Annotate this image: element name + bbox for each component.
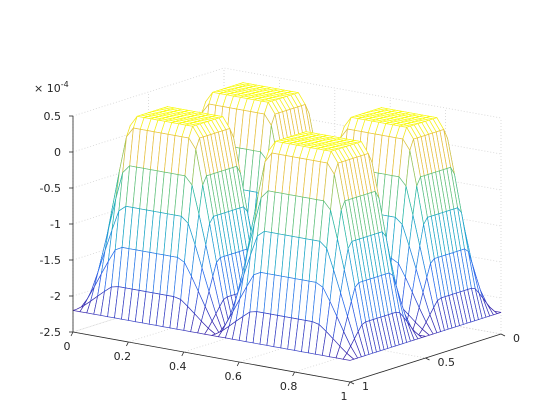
z-tick-label: -2.5 — [40, 326, 61, 339]
z-tick-label: -0.5 — [40, 182, 61, 195]
x-tick-label: 1 — [341, 390, 348, 403]
y-tick-label: 1 — [362, 380, 369, 393]
x-tick-label: 0.4 — [169, 360, 187, 373]
x-axis-line — [72, 331, 351, 383]
x-tick-mark — [292, 371, 295, 377]
floor-gridline-x — [183, 303, 335, 353]
x-tick-mark — [347, 381, 351, 387]
floor-gridline-x — [239, 313, 391, 363]
z-exponent-power: -4 — [61, 80, 69, 89]
x-tick-label: 0.2 — [114, 350, 132, 363]
surface-mesh — [72, 81, 502, 361]
z-exponent-base: × 10 — [34, 82, 61, 95]
z-tick-label: 0.5 — [44, 110, 62, 123]
tick-labels: 0 0.2 0.4 0.6 0.8 1 0 0.5 1 0.5 0 -0.5 -1 -1.5 -2 -2.5 — [40, 110, 520, 403]
z-tick-label: -1 — [50, 218, 61, 231]
z-exponent-label: × 10-4 — [34, 80, 69, 95]
y-tick-mark — [425, 357, 430, 361]
z-tick-label: -1.5 — [40, 254, 61, 267]
x-tick-label: 0 — [64, 340, 71, 353]
floor-gridline-x — [294, 323, 446, 373]
surface-cell — [342, 352, 355, 361]
floor-gridline-x — [128, 293, 280, 343]
y-tick-label: 0 — [513, 332, 520, 345]
z-tick-label: 0 — [54, 146, 61, 159]
x-tick-mark — [236, 361, 240, 367]
x-tick-mark — [126, 341, 129, 347]
x-tick-mark — [70, 331, 74, 337]
y-tick-mark — [349, 381, 355, 385]
z-tick-label: -2 — [50, 290, 61, 303]
x-tick-mark — [181, 351, 185, 357]
x-tick-label: 0.8 — [280, 380, 298, 393]
floor-gridline-x — [72, 283, 225, 333]
x-tick-label: 0.6 — [224, 370, 242, 383]
y-tick-label: 0.5 — [438, 356, 456, 369]
y-tick-mark — [500, 333, 506, 337]
